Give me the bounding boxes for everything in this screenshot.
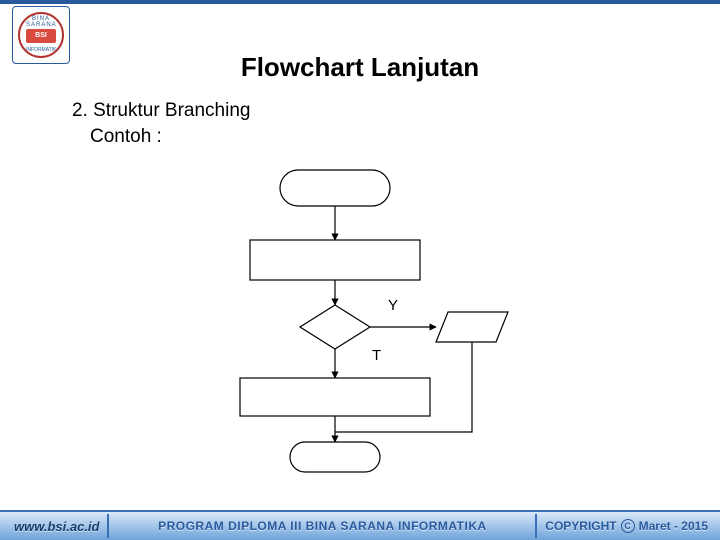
footer-url: www.bsi.ac.id xyxy=(0,519,99,534)
subtitle-line-1: 2. Struktur Branching xyxy=(72,100,250,122)
svg-text:T: T xyxy=(372,347,381,364)
top-border xyxy=(0,0,720,4)
logo-mid: BSI xyxy=(24,28,58,44)
svg-text:Y: Y xyxy=(388,297,398,314)
copyright-icon: C xyxy=(621,519,635,533)
footer-program: PROGRAM DIPLOMA III BINA SARANA INFORMAT… xyxy=(117,519,527,533)
footer-copyright: COPYRIGHT C Maret - 2015 xyxy=(545,519,720,533)
copyright-suffix: Maret - 2015 xyxy=(639,519,708,533)
footer-separator xyxy=(535,514,537,538)
footer-bar: www.bsi.ac.id PROGRAM DIPLOMA III BINA S… xyxy=(0,510,720,540)
copyright-prefix: COPYRIGHT xyxy=(545,519,616,533)
flowchart: YT xyxy=(140,160,560,480)
subtitle-line-2: Contoh : xyxy=(90,126,162,148)
logo-badge: BSI xyxy=(26,29,56,43)
page-title: Flowchart Lanjutan xyxy=(0,52,720,83)
footer-separator xyxy=(107,514,109,538)
